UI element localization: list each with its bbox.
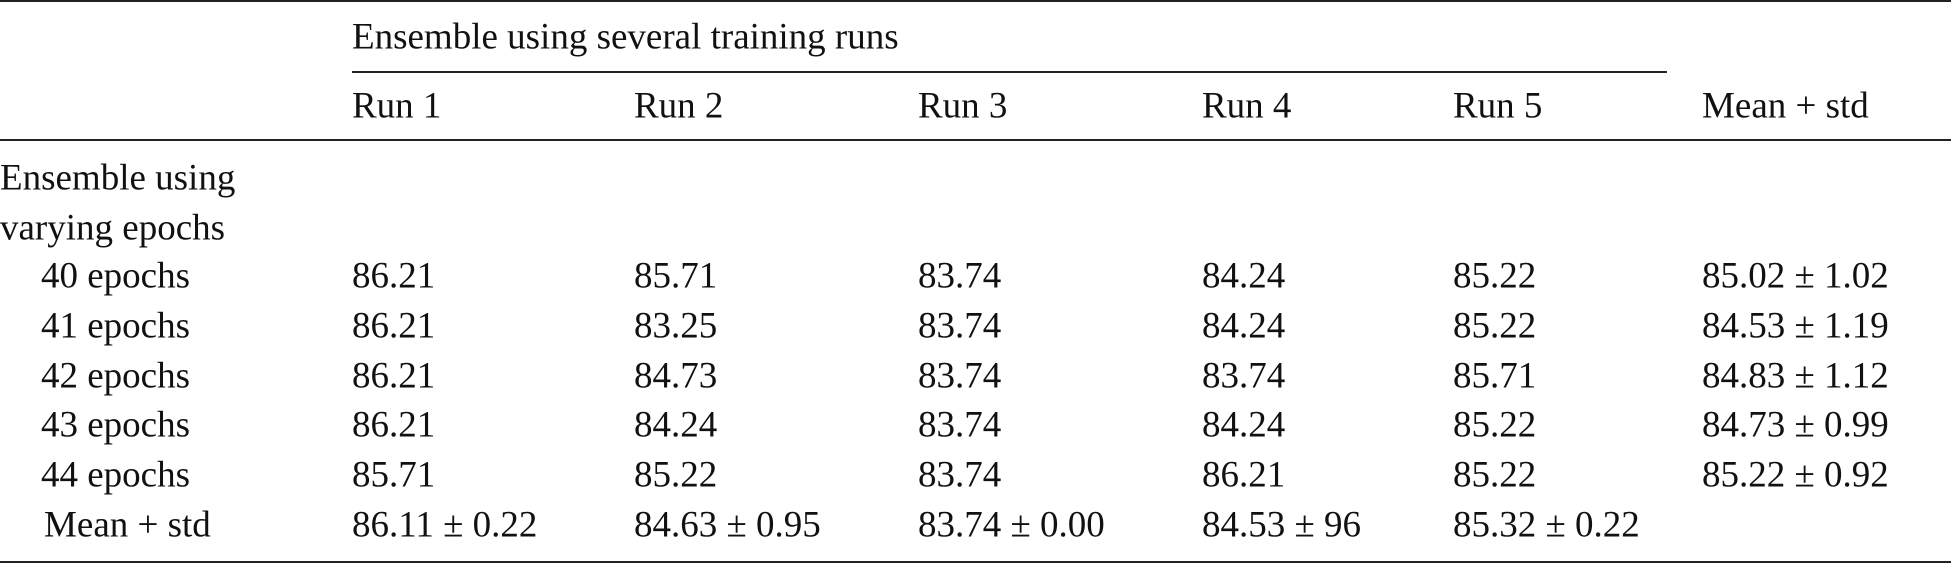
table-cell: 85.22: [1453, 255, 1537, 297]
table-cell: 83.74: [918, 255, 1002, 297]
table-cell: 85.22: [1453, 454, 1537, 496]
column-header: Run 1: [352, 85, 442, 127]
table-cell: 84.53 ± 1.19: [1702, 305, 1889, 347]
table-cell: 85.22: [1453, 404, 1537, 446]
bottom-rule: [0, 561, 1951, 563]
table-cell: 84.24: [1202, 305, 1286, 347]
column-header: Run 5: [1453, 85, 1543, 127]
column-header: Run 3: [918, 85, 1008, 127]
row-label: 42 epochs: [41, 355, 190, 397]
table-cell: 85.71: [1453, 355, 1537, 397]
table-cell: 84.24: [634, 404, 718, 446]
table-cell: 85.02 ± 1.02: [1702, 255, 1889, 297]
top-rule: [0, 0, 1951, 2]
row-label: 40 epochs: [41, 255, 190, 297]
table-cell: 83.74: [918, 305, 1002, 347]
table-cell: 86.21: [352, 305, 436, 347]
table-cell: 84.83 ± 1.12: [1702, 355, 1889, 397]
table-cell: 86.21: [352, 355, 436, 397]
table-cell: 83.74: [918, 404, 1002, 446]
table-cell: 86.11 ± 0.22: [352, 504, 538, 546]
table-cell: 83.74: [918, 454, 1002, 496]
row-label: 44 epochs: [41, 454, 190, 496]
table-cell: 84.24: [1202, 255, 1286, 297]
table-cell: 86.21: [352, 255, 436, 297]
table-cell: 85.22: [1453, 305, 1537, 347]
column-header: Mean + std: [1702, 85, 1869, 127]
column-header: Run 4: [1202, 85, 1292, 127]
table-cell: 84.53 ± 96: [1202, 504, 1362, 546]
table-cell: 85.71: [634, 255, 718, 297]
row-group-label: varying epochs: [0, 207, 226, 249]
spanner-header: Ensemble using several training runs: [352, 16, 899, 58]
row-label: 41 epochs: [41, 305, 190, 347]
table-cell: 84.24: [1202, 404, 1286, 446]
spanner-rule: [352, 71, 1667, 73]
column-header: Run 2: [634, 85, 724, 127]
table-cell: 85.22 ± 0.92: [1702, 454, 1889, 496]
table-cell: 83.74: [1202, 355, 1286, 397]
table-cell: 86.21: [1202, 454, 1286, 496]
table-cell: 86.21: [352, 404, 436, 446]
table-cell: 83.74 ± 0.00: [918, 504, 1105, 546]
header-rule: [0, 139, 1951, 141]
table-cell: 85.71: [352, 454, 436, 496]
table-cell: 84.63 ± 0.95: [634, 504, 821, 546]
table-cell: 85.32 ± 0.22: [1453, 504, 1640, 546]
table-cell: 85.22: [634, 454, 718, 496]
table-cell: 84.73: [634, 355, 718, 397]
row-group-label: Ensemble using: [0, 157, 236, 199]
table-cell: 83.74: [918, 355, 1002, 397]
row-label: Mean + std: [44, 504, 211, 546]
table-cell: 84.73 ± 0.99: [1702, 404, 1889, 446]
table-cell: 83.25: [634, 305, 718, 347]
row-label: 43 epochs: [41, 404, 190, 446]
